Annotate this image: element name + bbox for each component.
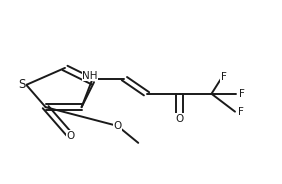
Text: F: F	[221, 72, 227, 82]
Text: NH: NH	[82, 71, 98, 81]
Text: S: S	[18, 78, 26, 91]
Text: F: F	[238, 107, 244, 117]
Text: O: O	[176, 114, 184, 124]
Text: O: O	[66, 131, 75, 141]
Text: F: F	[239, 89, 245, 99]
Text: O: O	[113, 121, 122, 131]
